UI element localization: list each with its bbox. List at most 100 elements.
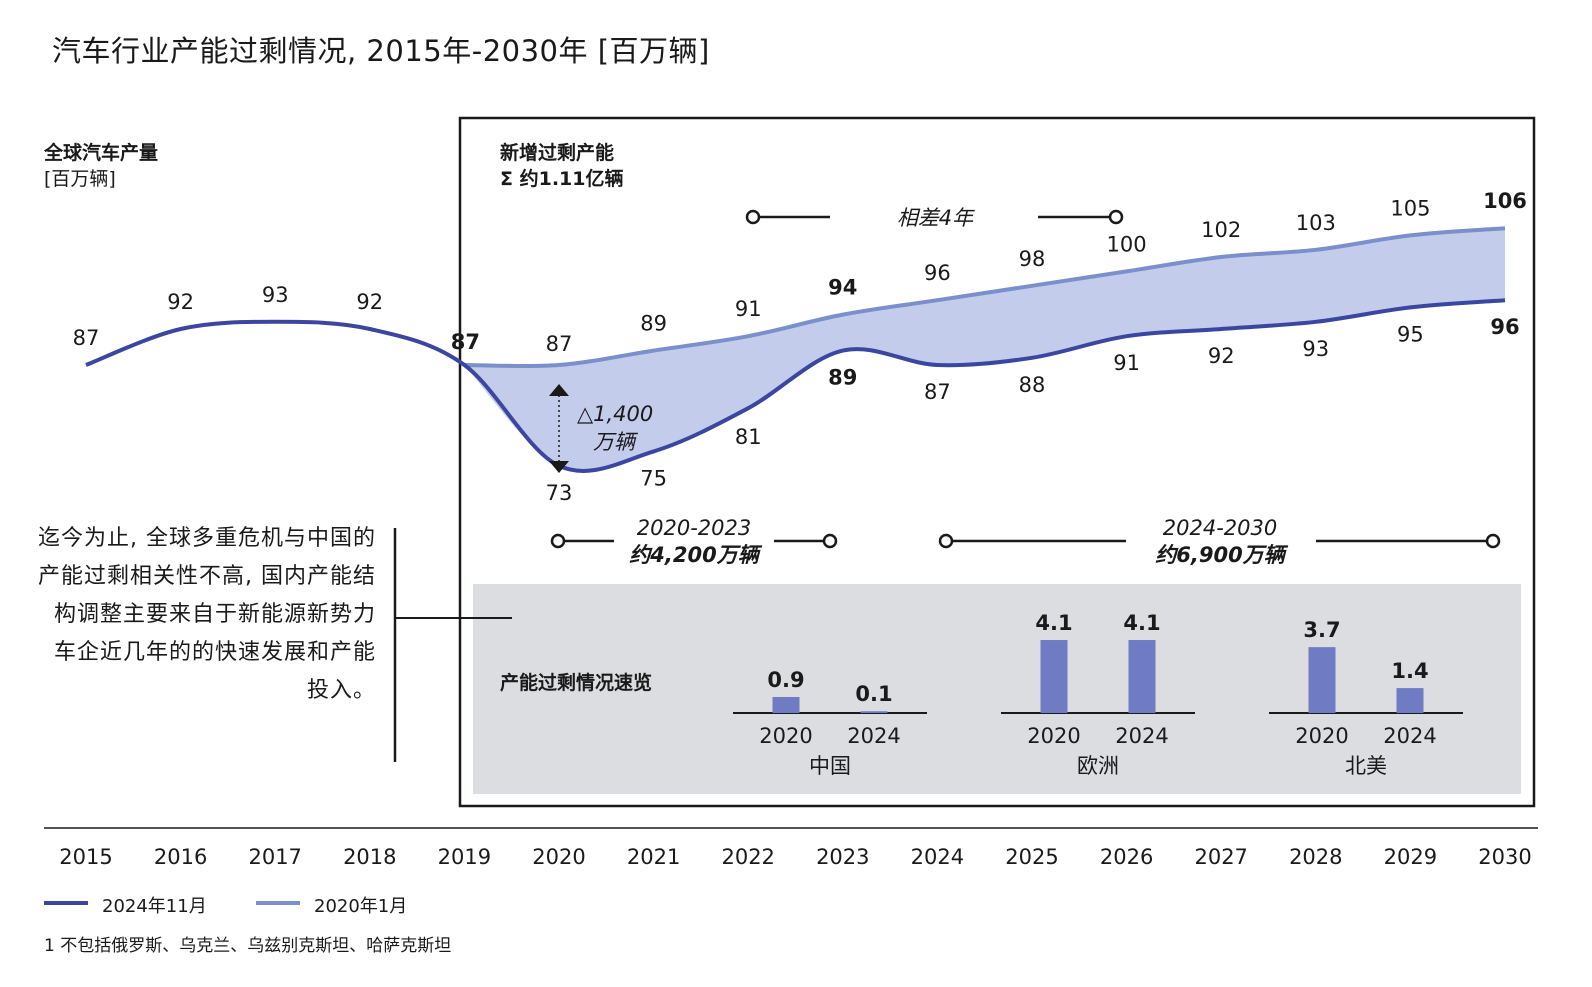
bar-2020-0 — [772, 696, 800, 713]
data-label-light-2030: 106 — [1483, 189, 1527, 213]
period-1-bracket-start-dot — [550, 533, 566, 549]
bar-group-region-1: 欧洲 — [1077, 754, 1119, 778]
forecast-box — [458, 116, 1536, 808]
x-tick-label-2024: 2024 — [911, 845, 964, 869]
bar-2024-2 — [1396, 688, 1424, 713]
data-label-dark-2028: 93 — [1302, 337, 1329, 361]
chart-title: 汽车行业产能过剩情况, 2015年-2030年 [百万辆] — [52, 34, 710, 68]
data-label-light-2026: 100 — [1107, 232, 1147, 256]
data-label-dark-2029: 95 — [1397, 322, 1424, 346]
data-label-light-2021: 89 — [640, 312, 667, 336]
data-label-dark-2016: 92 — [167, 290, 194, 314]
legend-swatch-dark — [44, 901, 88, 905]
bar-value-label-0-0: 0.9 — [767, 668, 804, 692]
bar-category-label-2-1: 2024 — [1383, 724, 1436, 748]
bar-category-label-0-1: 2024 — [847, 724, 900, 748]
bar-panel-title: 产能过剩情况速览 — [500, 672, 653, 694]
gap-label: 相差4年 — [897, 206, 975, 230]
right-box-header: 新增过剩产能 Σ 约1.11亿辆 — [500, 140, 623, 192]
data-label-dark-2018: 92 — [356, 290, 383, 314]
data-label-dark-2017: 93 — [262, 283, 289, 307]
bar-value-label-1-1: 4.1 — [1123, 611, 1160, 635]
overcapacity-area — [464, 228, 1505, 471]
data-label-dark-2021: 75 — [640, 466, 667, 490]
x-tick-label-2017: 2017 — [248, 845, 301, 869]
data-label-light-2027: 102 — [1201, 218, 1241, 242]
x-tick-label-2025: 2025 — [1005, 845, 1058, 869]
period-1-bracket-end-dot — [822, 533, 838, 549]
period-2-bracket-start-dot — [938, 533, 954, 549]
x-tick-label-2030: 2030 — [1478, 845, 1531, 869]
delta-label-value: △1,400 — [577, 402, 653, 426]
bar-category-label-0-0: 2020 — [759, 724, 812, 748]
data-label-light-2020: 87 — [546, 332, 573, 356]
x-tick-label-2015: 2015 — [59, 845, 112, 869]
legend-label-dark: 2024年11月 — [102, 896, 207, 917]
legend-swatch-light — [256, 901, 300, 905]
x-tick-label-2021: 2021 — [627, 845, 680, 869]
data-label-dark-2027: 92 — [1208, 344, 1235, 368]
data-label-light-2024: 96 — [924, 261, 951, 285]
data-label-dark-2020: 73 — [546, 481, 573, 505]
data-label-dark-2015: 87 — [73, 326, 100, 350]
data-label-dark-2025: 88 — [1019, 373, 1046, 397]
data-label-dark-2019: 87 — [451, 330, 480, 354]
data-label-dark-2026: 91 — [1113, 351, 1140, 375]
x-tick-label-2022: 2022 — [721, 845, 774, 869]
bar-group-region-0: 中国 — [809, 754, 851, 778]
legend-label-light: 2020年1月 — [314, 896, 408, 917]
data-label-dark-2024: 87 — [924, 380, 951, 404]
data-label-light-2029: 105 — [1390, 196, 1430, 220]
bar-value-label-2-1: 1.4 — [1391, 659, 1428, 683]
bar-2020-1 — [1040, 640, 1068, 713]
x-tick-label-2023: 2023 — [816, 845, 869, 869]
data-label-dark-2023: 89 — [828, 366, 857, 390]
bar-panel-background — [473, 584, 1521, 794]
delta-arrow-head-up — [549, 384, 569, 396]
bar-2020-2 — [1308, 647, 1336, 713]
delta-label-unit: 万辆 — [593, 430, 639, 454]
left-header-title: 全球汽车产量 — [44, 142, 159, 164]
x-tick-label-2020: 2020 — [532, 845, 585, 869]
x-tick-label-2016: 2016 — [154, 845, 207, 869]
right-header-sum: Σ 约1.11亿辆 — [500, 168, 624, 190]
data-label-dark-2030: 96 — [1490, 315, 1519, 339]
bar-group-region-2: 北美 — [1345, 754, 1387, 778]
left-header-unit: [百万辆] — [44, 168, 116, 190]
annotation-note: 迄今为止, 全球多重危机与中国的产能过剩相关性不高, 国内产能结构调整主要来自于… — [38, 526, 376, 703]
period-2-years: 2024-2030 — [1163, 516, 1277, 540]
series-line-2020-jan — [464, 226, 1506, 369]
period-2-bracket-end-dot — [1485, 533, 1501, 549]
right-header-title: 新增过剩产能 — [500, 142, 615, 164]
bar-value-label-1-0: 4.1 — [1035, 611, 1072, 635]
bar-category-label-1-0: 2020 — [1027, 724, 1080, 748]
series-line-2024-nov — [85, 298, 1506, 473]
data-label-dark-2022: 81 — [735, 425, 762, 449]
data-label-light-2023: 94 — [828, 276, 857, 300]
bar-value-label-0-1: 0.1 — [855, 682, 892, 706]
data-label-light-2025: 98 — [1019, 247, 1046, 271]
bar-value-label-2-0: 3.7 — [1303, 618, 1340, 642]
gap-bracket-end-dot — [1108, 209, 1124, 225]
data-label-light-2028: 103 — [1296, 211, 1336, 235]
period-1-years: 2020-2023 — [637, 516, 751, 540]
period-2-amount: 约6,900万辆 — [1155, 543, 1288, 567]
x-tick-label-2029: 2029 — [1384, 845, 1437, 869]
data-label-light-2022: 91 — [735, 297, 762, 321]
x-tick-label-2019: 2019 — [438, 845, 491, 869]
x-tick-label-2018: 2018 — [343, 845, 396, 869]
x-tick-label-2028: 2028 — [1289, 845, 1342, 869]
footnote: 1 不包括俄罗斯、乌克兰、乌兹别克斯坦、哈萨克斯坦 — [44, 936, 452, 956]
bar-category-label-2-0: 2020 — [1295, 724, 1348, 748]
period-1-amount: 约4,200万辆 — [629, 543, 762, 567]
bar-2024-1 — [1128, 640, 1156, 713]
bar-2024-0 — [860, 711, 888, 713]
x-tick-label-2026: 2026 — [1100, 845, 1153, 869]
gap-bracket-start-dot — [745, 209, 761, 225]
delta-arrow-head-down — [549, 461, 569, 473]
left-axis-header: 全球汽车产量 [百万辆] — [44, 140, 158, 192]
bar-category-label-1-1: 2024 — [1115, 724, 1168, 748]
x-tick-label-2027: 2027 — [1194, 845, 1247, 869]
